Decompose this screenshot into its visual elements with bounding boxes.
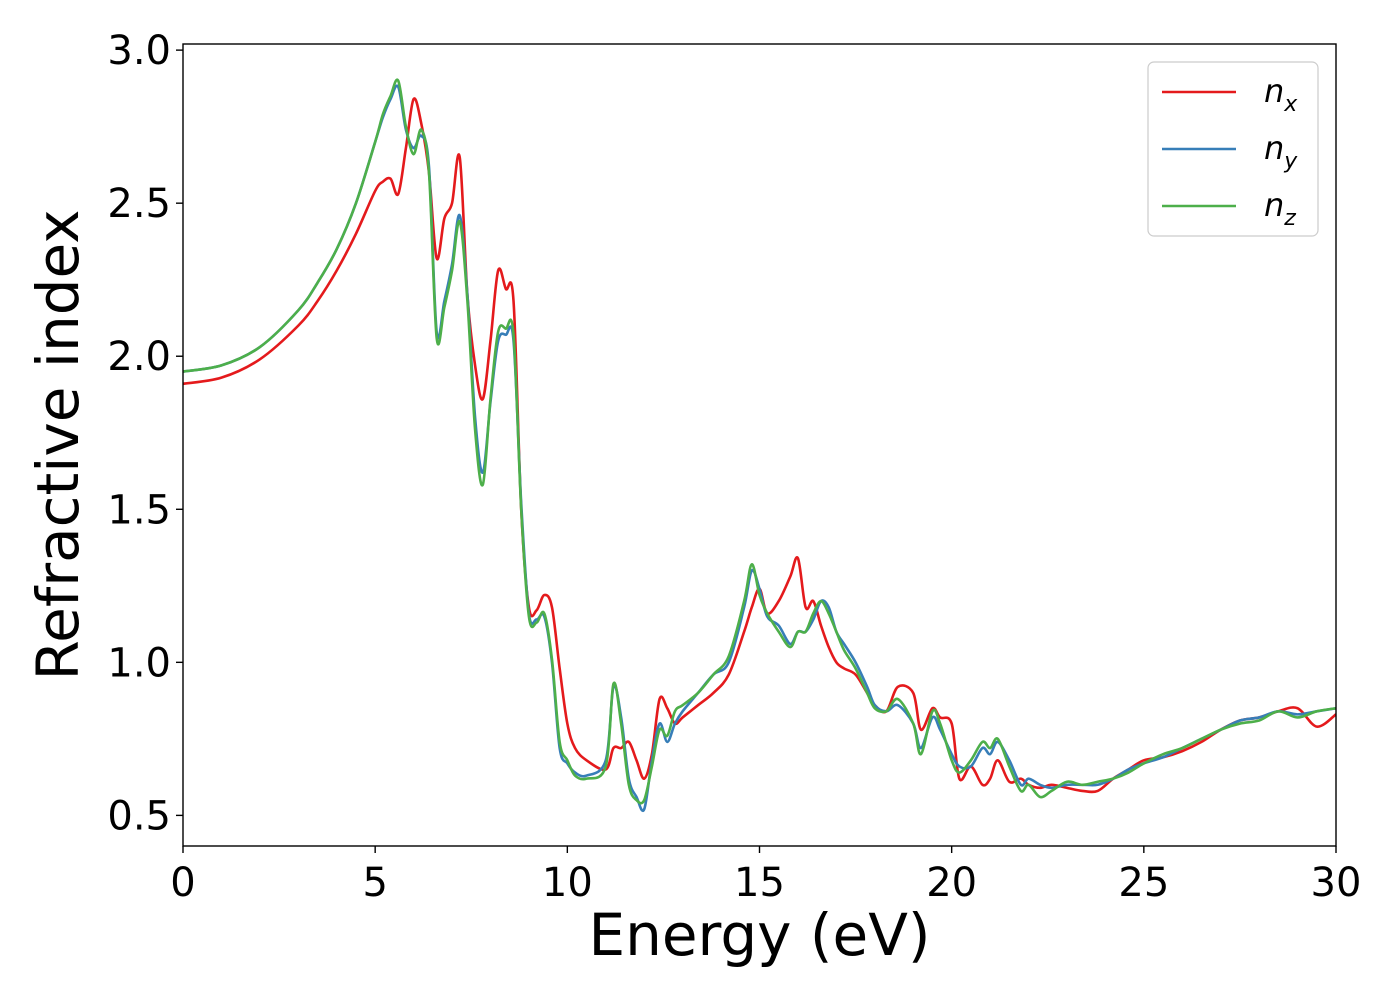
y-tick-label: 2.0 [107, 334, 171, 380]
x-tick-label: 20 [926, 860, 977, 906]
x-tick-label: 15 [734, 860, 785, 906]
x-tick-label: 0 [170, 860, 195, 906]
y-axis-title: Refractive index [24, 209, 92, 680]
x-tick-label: 10 [542, 860, 593, 906]
legend-subscript: z [1283, 206, 1296, 231]
y-tick-label: 2.5 [107, 181, 171, 227]
x-tick-label: 25 [1118, 860, 1169, 906]
x-tick-label: 30 [1311, 860, 1362, 906]
legend-symbol: n [1264, 186, 1284, 224]
plot-lines [183, 78, 1336, 813]
x-axis: 0 5 10 15 20 25 30 [170, 846, 1361, 906]
legend-symbol: n [1264, 72, 1284, 110]
legend-label-nx: nx [1264, 72, 1298, 117]
legend-label-nz: nz [1264, 186, 1296, 231]
y-axis: 0.5 1.0 1.5 2.0 2.5 3.0 [107, 28, 183, 839]
x-axis-title: Energy (eV) [588, 901, 930, 969]
y-tick-label: 3.0 [107, 28, 171, 74]
x-tick-label: 5 [362, 860, 387, 906]
legend-symbol: n [1264, 129, 1284, 167]
series-line-nz [183, 78, 1336, 805]
y-tick-label: 1.5 [107, 487, 171, 533]
legend-label-ny: ny [1264, 129, 1298, 174]
legend-subscript: y [1283, 149, 1298, 174]
legend-subscript: x [1283, 92, 1298, 117]
y-tick-label: 1.0 [107, 640, 171, 686]
y-tick-label: 0.5 [107, 793, 171, 839]
